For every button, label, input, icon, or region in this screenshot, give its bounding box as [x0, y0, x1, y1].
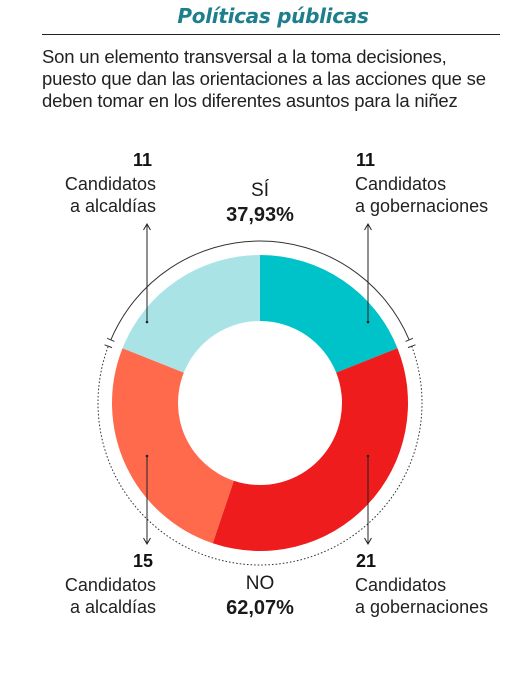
slice-label-si-alcaldias: Candidatos a alcaldías [65, 173, 156, 217]
slice-no-a-alcaldias [111, 348, 234, 544]
slice-label-line: Candidatos [355, 575, 447, 595]
chart-title: Políticas públicas [177, 4, 369, 28]
bracket-tick [104, 344, 113, 349]
leader-si-alcaldias [143, 223, 151, 324]
leader-si-gobernaciones [364, 223, 372, 324]
slice-label-line: a alcaldías [69, 196, 156, 216]
group-name: NO [245, 573, 275, 594]
bracket-tick [405, 337, 414, 342]
leader-no-gobernaciones [364, 454, 372, 545]
slice-count-no-alcaldias: 15 [133, 551, 154, 571]
bracket-tick [407, 344, 416, 349]
slice-count-si-gobernaciones: 11 [356, 150, 376, 170]
group-label-no: NO 62,07% [200, 573, 320, 621]
slice-label-line: Candidatos [64, 174, 156, 194]
leader-lines [143, 223, 372, 545]
slice-label-no-alcaldias: Candidatos a alcaldías [65, 574, 156, 618]
slice-label-no-gobernaciones: Candidatos a gobernaciones [355, 574, 488, 618]
slice-label-line: Candidatos [355, 174, 447, 194]
donut-slices [111, 255, 409, 551]
slice-label-line: a gobernaciones [355, 196, 489, 216]
slice-label-si-gobernaciones: Candidatos a gobernaciones [355, 173, 488, 217]
leader-no-alcaldias [143, 454, 151, 545]
group-percent: 62,07% [226, 597, 294, 619]
group-percent: 37,93% [226, 204, 294, 226]
slice-label-line: a alcaldías [69, 597, 156, 617]
slice-label-line: a gobernaciones [355, 597, 489, 617]
bracket-si [110, 240, 410, 341]
slice-no-a-gobernaciones [212, 348, 409, 551]
slice-si-a-alcaldias [122, 255, 260, 373]
subtitle-line-2: puesto que dan las orientaciones a las a… [42, 68, 486, 89]
slice-count-no-gobernaciones: 21 [356, 551, 377, 571]
subtitle-line-3: deben tomar en los diferentes asuntos pa… [42, 90, 458, 111]
subtitle-line-1: Son un elemento transversal a la toma de… [42, 46, 447, 67]
title-divider [42, 34, 500, 35]
group-label-si: SÍ 37,93% [200, 180, 320, 228]
slice-label-line: Candidatos [64, 575, 156, 595]
slice-si-a-gobernaciones [260, 255, 398, 373]
group-brackets [97, 240, 423, 566]
slice-count-si-alcaldias: 11 [133, 150, 153, 170]
group-name: SÍ [251, 180, 269, 201]
chart-subtitle: Son un elemento transversal a la toma de… [42, 46, 512, 112]
bracket-tick [106, 337, 115, 342]
